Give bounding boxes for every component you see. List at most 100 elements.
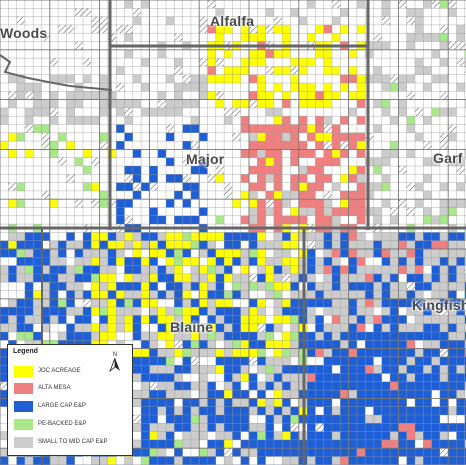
tract-cell — [273, 290, 283, 299]
tract-cell — [33, 249, 42, 258]
tract-cell — [356, 207, 366, 216]
tract-cell — [423, 0, 432, 9]
tract-cell — [282, 199, 291, 208]
tract-cell — [307, 124, 316, 133]
tract-cell — [116, 66, 125, 75]
tract-cell — [91, 332, 100, 341]
tract-cell — [381, 332, 391, 341]
tract-cell — [332, 149, 341, 158]
tract-cell — [232, 381, 241, 391]
tract-cell — [456, 33, 465, 42]
tract-cell — [257, 340, 266, 349]
tract-cell — [257, 456, 266, 465]
tract-cell — [406, 381, 415, 391]
tract-cell — [107, 240, 117, 249]
tract-cell — [66, 456, 75, 465]
tract-cell — [257, 124, 266, 133]
tract-cell — [132, 166, 142, 175]
tract-cell — [257, 33, 266, 42]
tract-cell — [190, 381, 200, 391]
tract-cell — [431, 332, 440, 341]
tract-cell — [373, 157, 382, 166]
tract-cell — [149, 232, 158, 241]
tract-cell — [74, 332, 83, 341]
hatched-tract — [124, 24, 133, 34]
tract-cell — [124, 456, 133, 465]
tract-cell — [157, 315, 166, 324]
tract-cell — [149, 298, 158, 308]
tract-cell — [456, 406, 465, 415]
tract-cell — [91, 290, 100, 299]
tract-cell — [41, 257, 50, 266]
tract-cell — [439, 215, 449, 225]
tract-cell — [415, 298, 424, 308]
tract-cell — [415, 348, 424, 357]
tract-cell — [232, 373, 241, 382]
tract-cell — [240, 66, 249, 75]
tract-cell — [182, 298, 191, 308]
tract-cell — [273, 107, 283, 117]
tract-cell — [332, 356, 341, 366]
tract-cell — [0, 373, 9, 382]
tract-cell — [124, 282, 133, 291]
tract-cell — [240, 282, 249, 291]
tract-cell — [107, 307, 117, 316]
tract-cell — [340, 398, 349, 407]
tract-cell — [265, 273, 274, 283]
tract-cell — [356, 132, 366, 142]
tract-cell — [398, 257, 407, 266]
tract-cell — [240, 423, 249, 432]
tract-cell — [439, 398, 449, 407]
tract-cell — [141, 58, 150, 67]
tract-cell — [124, 232, 133, 241]
tract-cell — [41, 298, 50, 308]
tract-cell — [41, 315, 50, 324]
legend-label: JOC ACREAGE — [38, 368, 81, 374]
tract-cell — [273, 381, 283, 391]
tract-cell — [390, 298, 399, 308]
tract-cell — [423, 423, 432, 432]
hatched-tract — [199, 58, 208, 67]
hatched-tract — [124, 107, 133, 117]
tract-cell — [464, 323, 466, 332]
tract-cell — [257, 207, 266, 216]
tract-cell — [157, 348, 166, 357]
tract-cell — [83, 116, 92, 125]
tract-cell — [381, 249, 391, 258]
tract-cell — [190, 257, 200, 266]
tract-cell — [381, 257, 391, 266]
tract-cell — [307, 315, 316, 324]
tract-cell — [0, 448, 9, 457]
tract-cell — [157, 149, 166, 158]
tract-cell — [157, 232, 166, 241]
tract-cell — [456, 323, 465, 332]
tract-cell — [257, 431, 266, 440]
tract-cell — [431, 265, 440, 274]
tract-cell — [381, 390, 391, 399]
tract-cell — [74, 323, 83, 332]
tract-cell — [315, 373, 324, 382]
tract-cell — [124, 307, 133, 316]
tract-cell — [157, 265, 166, 274]
tract-cell — [166, 157, 175, 166]
tract-cell — [207, 298, 216, 308]
tract-cell — [290, 365, 299, 374]
tract-cell — [348, 265, 357, 274]
tract-cell — [174, 273, 183, 283]
tract-cell — [307, 190, 316, 200]
river-boundary — [0, 54, 113, 91]
tract-cell — [33, 257, 42, 266]
tract-cell — [182, 240, 191, 249]
tract-cell — [240, 348, 249, 357]
tract-cell — [456, 157, 465, 166]
tract-cell — [282, 282, 291, 291]
tract-cell — [415, 16, 424, 25]
hatched-tract — [224, 107, 233, 117]
tract-cell — [415, 182, 424, 191]
tract-cell — [41, 290, 50, 299]
tract-cell — [315, 365, 324, 374]
tract-cell — [423, 439, 432, 449]
tract-cell — [99, 315, 108, 324]
